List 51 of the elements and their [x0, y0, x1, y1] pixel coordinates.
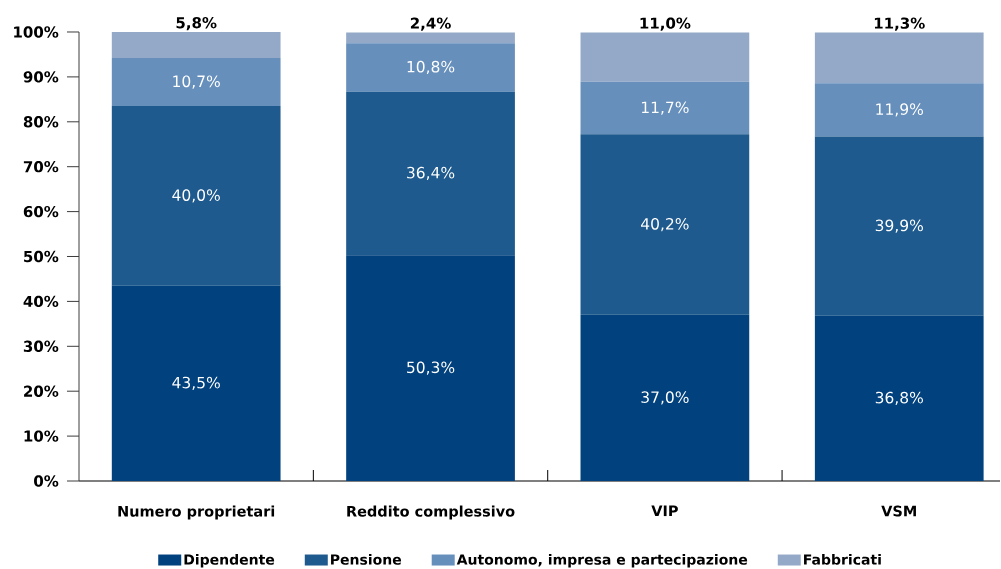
- data-label: 36,4%: [407, 166, 455, 181]
- bar: [580, 32, 750, 82]
- data-label: 40,2%: [641, 217, 689, 232]
- y-tick-label: 0%: [34, 475, 59, 487]
- bar: [346, 255, 515, 481]
- data-label: 2,4%: [410, 17, 451, 31]
- data-label: 10,7%: [173, 75, 220, 89]
- y-tick-label: 10%: [24, 430, 59, 442]
- data-label: 11,9%: [876, 103, 923, 117]
- data-label: 39,9%: [875, 219, 923, 233]
- y-tick-label: 60%: [23, 205, 59, 218]
- bar: [580, 134, 750, 315]
- x-tick-label: Numero proprietari: [118, 505, 275, 520]
- bar: [580, 81, 750, 135]
- y-tick-label: 80%: [23, 116, 59, 128]
- legend-label: Dipendente: [184, 553, 275, 568]
- legend-label: Fabbricati: [804, 553, 881, 565]
- data-label: 43,5%: [172, 376, 220, 390]
- data-label: 37,0%: [641, 391, 689, 405]
- data-label: 11,0%: [640, 17, 691, 31]
- legend-label: Autonomo, impresa e partecipazione: [456, 553, 748, 568]
- data-label: 5,8%: [176, 17, 217, 31]
- bar: [346, 43, 515, 92]
- data-label: 50,3%: [407, 361, 455, 375]
- data-label: 40,0%: [172, 189, 220, 203]
- x-tick-label: VSM: [881, 505, 916, 517]
- y-tick-label: 20%: [24, 385, 59, 397]
- bar: [814, 32, 984, 84]
- bar: [814, 83, 984, 137]
- data-label: 10,8%: [407, 60, 455, 75]
- y-tick-label: 100%: [14, 26, 59, 38]
- bar: [111, 106, 281, 286]
- bar: [346, 91, 515, 256]
- y-tick-label: 70%: [23, 161, 59, 173]
- data-label: 36,8%: [875, 391, 923, 406]
- y-tick-label: 40%: [23, 295, 59, 308]
- data-label: 11,3%: [874, 17, 925, 31]
- bar: [346, 32, 515, 44]
- data-label: 11,7%: [641, 101, 689, 115]
- bar: [111, 285, 281, 481]
- bar: [111, 32, 281, 59]
- bar: [580, 314, 750, 481]
- bar: [111, 58, 281, 107]
- y-tick-label: 30%: [23, 340, 59, 352]
- bar: [814, 136, 984, 316]
- legend-label: Pensione: [331, 553, 402, 565]
- bar: [814, 315, 984, 481]
- y-tick-label: 50%: [24, 250, 59, 263]
- x-tick-label: Reddito complessivo: [347, 505, 515, 520]
- y-tick-label: 90%: [23, 71, 59, 83]
- x-tick-label: VIP: [651, 505, 678, 517]
